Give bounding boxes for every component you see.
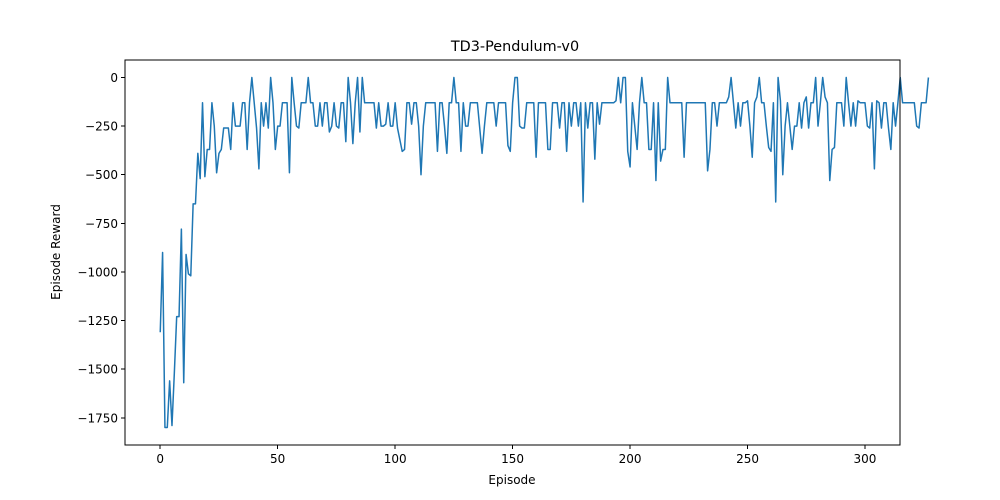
y-tick-label: −1750: [77, 411, 118, 425]
x-tick-label: 100: [384, 452, 407, 466]
x-tick-label: 50: [270, 452, 285, 466]
y-axis: 0 −250 −500 −750 −1000 −1250 −1500 −1750: [77, 71, 125, 425]
y-tick-label: −750: [85, 217, 118, 231]
y-axis-label: Episode Reward: [49, 204, 63, 300]
plot-area: [159, 76, 930, 429]
y-tick-label: −250: [85, 120, 118, 134]
y-tick-label: −1000: [77, 265, 118, 279]
y-tick-label: −1500: [77, 363, 118, 377]
x-tick-label: 200: [619, 452, 642, 466]
x-tick-label: 250: [736, 452, 759, 466]
x-tick-label: 300: [854, 452, 877, 466]
x-tick-label: 150: [501, 452, 524, 466]
y-tick-label: −1250: [77, 314, 118, 328]
y-tick-label: 0: [110, 71, 118, 85]
plot-frame: [124, 59, 901, 446]
x-axis: 0 50 100 150 200 250 300: [156, 445, 876, 466]
x-axis-label: Episode: [488, 473, 535, 487]
y-tick-label: −500: [85, 168, 118, 182]
series-line-0: [159, 76, 930, 429]
chart-title: TD3-Pendulum-v0: [450, 39, 579, 55]
x-tick-label: 0: [156, 452, 164, 466]
